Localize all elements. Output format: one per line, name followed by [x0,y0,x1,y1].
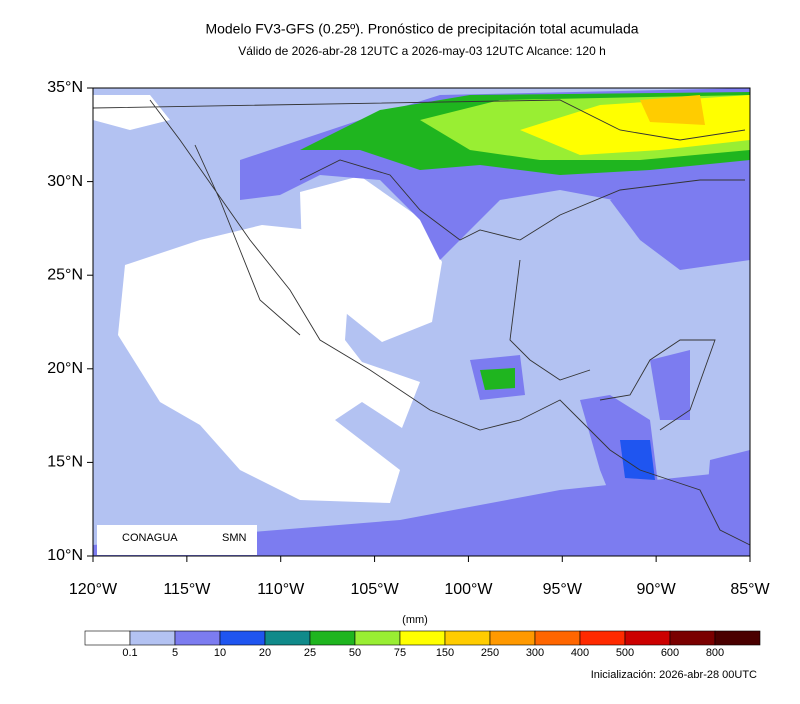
lon-label: 115°W [163,581,211,598]
lon-label: 85°W [730,581,770,598]
legend-swatch [354,630,401,646]
legend-swatch [714,630,761,646]
logo-conagua: CONAGUA [122,532,178,544]
legend-swatch [579,630,626,646]
legend-label: 600 [661,647,679,659]
legend-label: 500 [616,647,634,659]
legend-label: 250 [481,647,499,659]
lon-label: 100°W [444,581,493,598]
legend-label: 10 [214,647,226,659]
lat-label: 20°N [47,360,83,377]
lat-label: 35°N [47,79,83,96]
legend-label: 25 [304,647,316,659]
legend-swatch [309,630,356,646]
map-frame [92,87,751,557]
legend-label: 75 [394,647,406,659]
legend-label: 400 [571,647,589,659]
legend-label: 50 [349,647,361,659]
lon-label: 95°W [543,581,583,598]
legend-label: 800 [706,647,724,659]
legend-swatch [489,630,536,646]
lat-label: 10°N [47,547,83,564]
legend-swatch [84,630,131,646]
legend-label: 300 [526,647,544,659]
legend-swatch [444,630,491,646]
legend-swatch [219,630,266,646]
map [93,88,750,556]
logo-smn: SMN [222,532,247,544]
lon-label: 105°W [350,581,399,598]
legend-label: 20 [259,647,271,659]
legend-swatch [624,630,671,646]
lon-label: 90°W [636,581,676,598]
lat-label: 30°N [47,173,83,190]
legend-swatch [129,630,176,646]
legend-label: 0.1 [122,647,137,659]
legend-unit: (mm) [402,614,428,626]
legend-swatch [264,630,311,646]
legend-label: 5 [172,647,178,659]
lon-label: 120°W [69,581,118,598]
legend-label: 150 [436,647,454,659]
lon-label: 110°W [257,581,305,598]
legend-swatch [669,630,716,646]
lat-label: 25°N [47,266,83,283]
logo-box [97,525,257,555]
title: Modelo FV3-GFS (0.25º). Pronóstico de pr… [205,21,638,37]
legend-swatch [534,630,581,646]
init-text: Inicialización: 2026-abr-28 00UTC [591,669,757,681]
legend-swatch [399,630,446,646]
lat-label: 15°N [47,454,83,471]
legend-swatch [174,630,221,646]
subtitle: Válido de 2026-abr-28 12UTC a 2026-may-0… [238,44,606,58]
